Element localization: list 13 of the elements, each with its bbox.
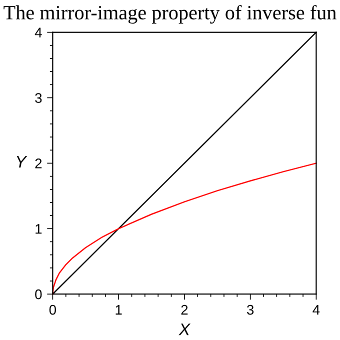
x-tick-label: 3 bbox=[246, 304, 254, 315]
x-tick-label: 1 bbox=[116, 305, 122, 315]
y-tick-label: 4 bbox=[34, 28, 42, 38]
y-tick-label: 1 bbox=[36, 224, 42, 234]
chart-title: The mirror-image property of inverse fun bbox=[4, 5, 336, 24]
y-tick-label: 3 bbox=[35, 93, 42, 103]
y-tick-label: 2 bbox=[35, 158, 42, 168]
x-tick-label: 4 bbox=[312, 305, 320, 315]
x-tick-label: 2 bbox=[181, 304, 188, 315]
x-tick-label: 0 bbox=[49, 304, 56, 315]
y-axis-title: Y bbox=[16, 156, 28, 168]
x-axis-title: X bbox=[178, 324, 191, 336]
y-tick-label: 0 bbox=[35, 289, 42, 300]
